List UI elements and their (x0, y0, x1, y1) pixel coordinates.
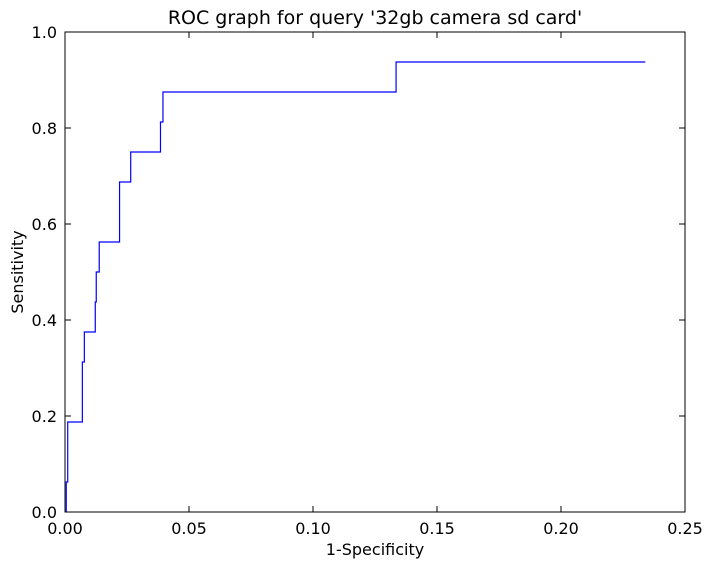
y-axis-label: Sensitivity (8, 230, 27, 313)
chart-title: ROC graph for query '32gb camera sd card… (168, 7, 582, 29)
series-layer (65, 61, 646, 512)
y-tick-label: 0.2 (32, 407, 57, 426)
plot-frame (64, 31, 686, 513)
y-tick-label: 0.6 (32, 215, 57, 234)
x-axis-label: 1-Specificity (326, 540, 424, 559)
y-tick-label: 0.4 (32, 311, 57, 330)
x-tick-label: 0.20 (543, 519, 579, 538)
x-tick-label: 0.25 (667, 519, 703, 538)
x-tick-label: 0.00 (47, 519, 83, 538)
ticks-layer: 0.00 0.05 0.10 0.15 0.20 0.25 0.0 0.2 0.4 0.6 0.8 1… (32, 23, 703, 538)
x-tick-label: 0.15 (419, 519, 455, 538)
y-tick-label: 0.8 (32, 119, 57, 138)
x-tick-label: 0.10 (295, 519, 331, 538)
y-tick-label: 1.0 (32, 23, 57, 42)
y-tick-label: 0.0 (32, 503, 57, 522)
roc-curve-line (65, 61, 646, 512)
x-tick-label: 0.05 (171, 519, 207, 538)
